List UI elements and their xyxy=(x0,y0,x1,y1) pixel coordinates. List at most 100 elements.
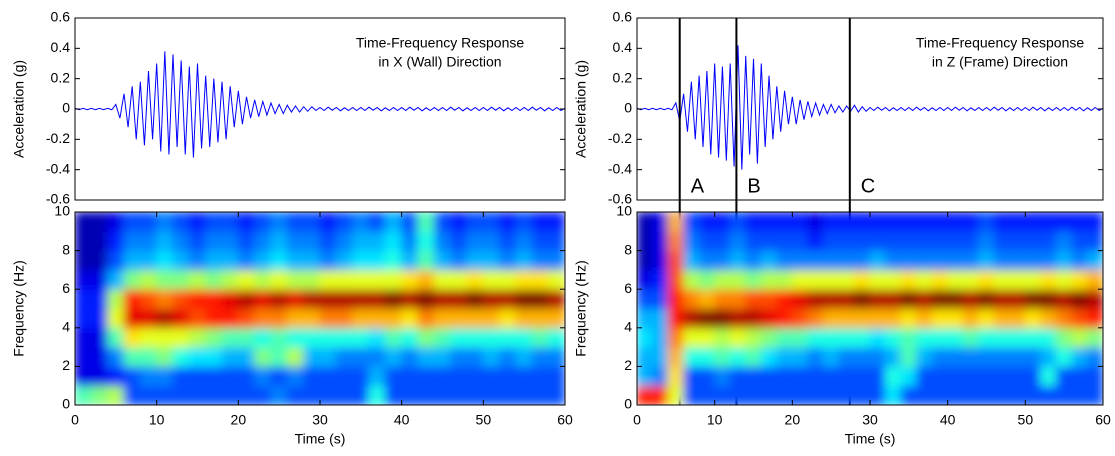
heatmap-cell xyxy=(205,385,223,405)
heatmap-cell xyxy=(760,365,778,387)
heatmap-cell xyxy=(698,308,716,329)
heatmap-cell xyxy=(838,288,855,309)
heatmap-cell xyxy=(531,288,550,309)
heatmap-cell xyxy=(962,269,980,290)
heatmap-cell xyxy=(900,308,918,329)
heatmap-cell xyxy=(499,212,517,232)
heatmap-cell xyxy=(916,346,933,367)
heatmap-cell xyxy=(698,385,716,405)
heatmap-cell xyxy=(188,346,207,367)
heatmap-cell xyxy=(1024,212,1042,232)
heatmap-cell xyxy=(75,230,92,252)
heatmap-cell xyxy=(1009,327,1026,348)
heatmap-cell xyxy=(1055,308,1073,329)
heatmap-cell xyxy=(286,346,305,367)
heatmap-cell xyxy=(900,269,918,290)
heatmap-cell xyxy=(123,250,141,271)
x-tick-label: 20 xyxy=(231,412,247,428)
heatmap-cell xyxy=(303,385,321,405)
heatmap-cell xyxy=(401,327,419,348)
heatmap-cell xyxy=(698,288,716,309)
heatmap-cell xyxy=(1040,212,1057,232)
heatmap-cell xyxy=(791,327,809,348)
heatmap-cell xyxy=(75,212,92,232)
heatmap-cell xyxy=(303,365,321,387)
heatmap-cell xyxy=(221,385,239,405)
heatmap-cell xyxy=(993,212,1011,232)
line-series xyxy=(74,51,566,158)
x-tick-label: 0 xyxy=(71,412,79,428)
heatmap-cell xyxy=(352,308,370,329)
x-tick-label: 40 xyxy=(394,412,410,428)
heatmap-cell xyxy=(931,346,949,367)
heatmap-cell xyxy=(885,385,902,405)
heatmap-cell xyxy=(417,308,435,329)
heatmap-cell xyxy=(1055,327,1073,348)
heatmap-cell xyxy=(853,288,871,309)
heatmap-cell xyxy=(499,327,517,348)
heatmap-cell xyxy=(335,365,354,387)
heatmap-cell xyxy=(352,230,370,252)
heatmap-cell xyxy=(652,288,669,309)
heatmap-cell xyxy=(107,288,125,309)
heatmap-cell xyxy=(384,308,403,329)
heatmap-cell xyxy=(139,269,158,290)
axes: 0 2 4 6 8 10 0 10 20 30 40 50 60 Frequency (Hz) Time (… xyxy=(573,203,1111,447)
heatmap-cell xyxy=(221,308,239,329)
heatmap-cell xyxy=(352,212,370,232)
heatmap-cell xyxy=(698,346,716,367)
heatmap-cell xyxy=(807,269,824,290)
heatmap-cell xyxy=(683,269,700,290)
heatmap-cell xyxy=(123,346,141,367)
heatmap-cell xyxy=(900,346,918,367)
heatmap-cell xyxy=(745,385,762,405)
heatmap-cell xyxy=(822,250,840,271)
heatmap-cell xyxy=(667,269,685,290)
heatmap-cell xyxy=(729,230,747,252)
heatmap-cell xyxy=(123,212,141,232)
heatmap-cell xyxy=(531,230,550,252)
heatmap-cell xyxy=(335,346,354,367)
heatmap-cell xyxy=(776,385,793,405)
heatmap-cell xyxy=(900,288,918,309)
chart-title: in Z (Frame) Direction xyxy=(932,54,1068,70)
heatmap-cell xyxy=(221,365,239,387)
heatmap-cell xyxy=(433,269,452,290)
y-tick-label: 0 xyxy=(62,100,70,116)
heatmap-cell xyxy=(156,385,174,405)
heatmap-cell xyxy=(900,385,918,405)
heatmap-cell xyxy=(807,385,824,405)
heatmap-cell xyxy=(531,327,550,348)
heatmap-cell xyxy=(270,288,288,309)
heatmap-cell xyxy=(652,327,669,348)
heatmap-cell xyxy=(319,385,337,405)
heatmap-cell xyxy=(667,346,685,367)
heatmap-cell xyxy=(729,250,747,271)
heatmap-cell xyxy=(156,250,174,271)
x-tick-label: 40 xyxy=(940,412,956,428)
heatmap-cell xyxy=(221,327,239,348)
heatmap-cell xyxy=(368,288,386,309)
heatmap-cell xyxy=(466,327,484,348)
heatmap-cell xyxy=(352,327,370,348)
heatmap-cell xyxy=(776,269,793,290)
axes: 0 2 4 6 8 10 0 10 20 30 40 50 60 Frequency (Hz) Time (… xyxy=(11,203,573,447)
heatmap-cell xyxy=(499,250,517,271)
heatmap-cell xyxy=(1071,288,1088,309)
heatmap-cell xyxy=(139,212,158,232)
heatmap-cell xyxy=(270,230,288,252)
heatmap-cell xyxy=(807,288,824,309)
heatmap-cell xyxy=(1040,230,1057,252)
heatmap-cell xyxy=(637,212,654,232)
heatmap-cell xyxy=(107,365,125,387)
heatmap-cell xyxy=(1009,346,1026,367)
heatmap-cell xyxy=(205,288,223,309)
heatmap-cell xyxy=(90,269,109,290)
heatmap-cell xyxy=(286,308,305,329)
heatmap-cell xyxy=(822,269,840,290)
heatmap-cell xyxy=(286,365,305,387)
heatmap-cell xyxy=(515,230,533,252)
heatmap-cell xyxy=(237,308,256,329)
x-tick-label: 20 xyxy=(785,412,801,428)
heatmap-cell xyxy=(916,250,933,271)
